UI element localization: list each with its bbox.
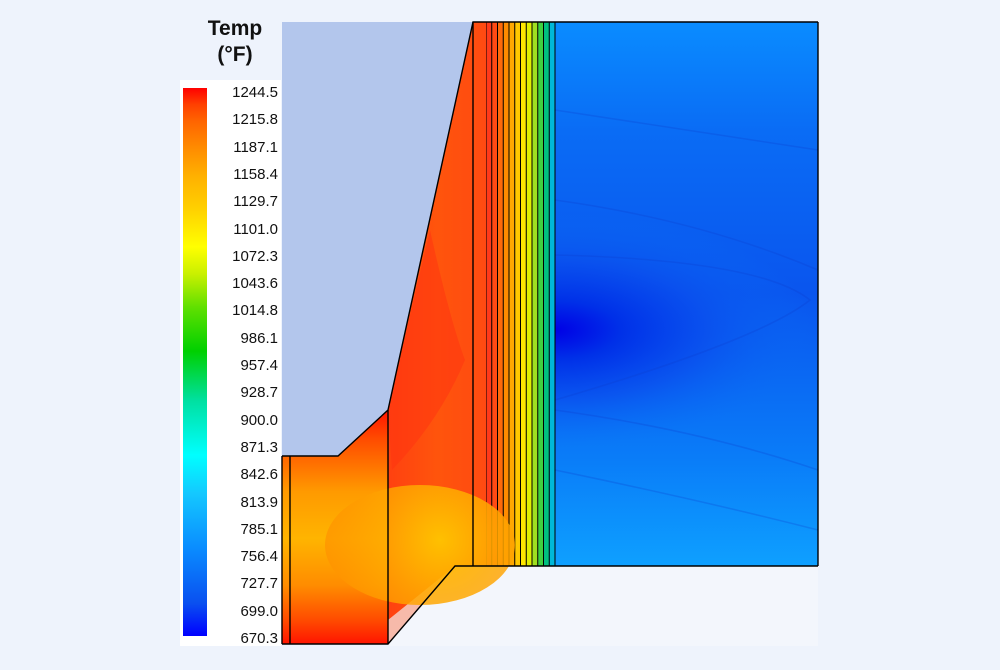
geometry-outline: [281, 21, 819, 645]
ambient-region-top: [282, 22, 473, 456]
legend-tick-label: 1244.5: [232, 84, 278, 101]
wedge-hot-contour: [388, 230, 465, 470]
legend-tick-label: 1187.1: [233, 138, 278, 156]
legend-tick-label: 699.0: [240, 602, 278, 620]
legend-title: Temp (°F): [185, 16, 285, 68]
cold-side-core: [555, 22, 818, 566]
legend-tick-label: 842.6: [240, 466, 278, 484]
legend-tick-label: 900.0: [240, 411, 278, 429]
legend-tick-label: 1043.6: [232, 275, 278, 293]
legend-tick-label: 727.7: [240, 575, 278, 593]
legend-tick-label: 670.3: [240, 630, 278, 647]
wall-layer-band: [486, 22, 493, 566]
legend-tick-label: 1129.7: [233, 193, 278, 211]
cold-side-contour-lines: [554, 109, 819, 531]
legend-tick-label: 756.4: [240, 548, 278, 566]
legend-tick-label: 871.3: [240, 438, 278, 456]
legend-tick-label: 986.1: [240, 329, 278, 347]
wall-layer-band: [491, 22, 498, 566]
inlet-warm-core: [325, 485, 515, 605]
legend-tick-label: 785.1: [240, 520, 278, 538]
legend-tick-label: 1072.3: [232, 247, 278, 265]
legend-tick-label: 813.9: [240, 493, 278, 511]
wall-layer-band: [503, 22, 510, 566]
wall-layer-band: [537, 22, 544, 566]
legend-tick-label: 928.7: [240, 384, 278, 402]
wall-layer-band: [526, 22, 533, 566]
legend-tick-label: 1101.0: [233, 220, 278, 238]
wall-layer-band: [549, 22, 556, 566]
wall-layer-band: [509, 22, 516, 566]
legend-tick-label: 1158.4: [233, 165, 278, 183]
legend-colorbar: [183, 88, 207, 636]
wall-layer-band: [532, 22, 539, 566]
wall-layer-band: [543, 22, 550, 566]
legend-tick-label: 957.4: [240, 357, 278, 374]
wall-layers: [485, 22, 556, 566]
wall-layer-band: [520, 22, 527, 566]
wall-layer-band: [497, 22, 504, 566]
legend-labels: 1244.5 1215.8 1187.1 1158.4 1129.7 1101.0 1072…: [210, 80, 280, 647]
legend-title-name: Temp: [207, 17, 263, 40]
legend-tick-label: 1014.8: [232, 302, 278, 320]
legend-title-unit: (°F): [217, 43, 253, 66]
legend-tick-label: 1215.8: [232, 111, 278, 129]
wall-layer-band: [514, 22, 521, 566]
